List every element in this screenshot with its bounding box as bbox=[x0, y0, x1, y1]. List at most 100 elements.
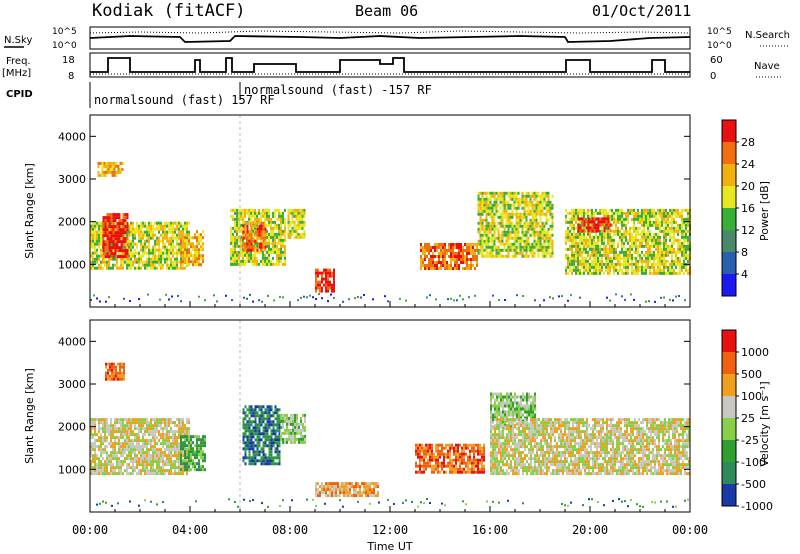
echo-cell bbox=[545, 239, 548, 243]
echo-cell bbox=[517, 233, 520, 237]
echo-cell bbox=[94, 224, 96, 228]
echo-cell bbox=[677, 211, 679, 215]
echo-cell bbox=[623, 217, 625, 221]
echo-cell bbox=[493, 224, 496, 228]
echo-cell bbox=[293, 208, 296, 212]
echo-cell bbox=[663, 235, 665, 239]
echo-cell bbox=[323, 277, 325, 281]
echo-cell bbox=[178, 418, 180, 422]
echo-cell bbox=[657, 253, 659, 257]
echo-cell bbox=[667, 253, 669, 257]
echo-cell bbox=[511, 194, 514, 198]
echo-cell bbox=[180, 424, 182, 428]
echo-cell bbox=[236, 259, 238, 263]
echo-cell bbox=[142, 418, 144, 422]
echo-cell bbox=[565, 238, 567, 242]
echo-cell bbox=[132, 251, 134, 255]
echo-cell bbox=[276, 247, 278, 251]
echo-cell bbox=[168, 298, 170, 301]
echo-cell bbox=[477, 191, 480, 195]
echo-cell bbox=[246, 297, 248, 300]
echo-cell bbox=[611, 247, 613, 251]
echo-cell bbox=[581, 223, 584, 227]
echo-cell bbox=[589, 256, 591, 260]
echo-cell bbox=[513, 200, 516, 204]
echo-cell bbox=[120, 421, 122, 425]
echo-cell bbox=[683, 232, 685, 236]
echo-cell bbox=[543, 242, 546, 246]
echo-cell bbox=[204, 456, 206, 460]
echo-cell bbox=[180, 254, 182, 258]
echo-cell bbox=[124, 225, 127, 229]
echo-cell bbox=[94, 460, 96, 464]
echo-cell bbox=[645, 262, 647, 266]
echo-cell bbox=[184, 248, 186, 252]
echo-cell bbox=[479, 227, 482, 231]
echo-cell bbox=[464, 249, 466, 252]
echo-cell bbox=[104, 448, 106, 452]
echo-cell bbox=[481, 218, 484, 222]
echo-cell bbox=[509, 224, 512, 228]
echo-cell bbox=[100, 427, 102, 431]
echo-cell bbox=[124, 260, 126, 264]
echo-cell bbox=[121, 374, 123, 378]
echo-cell bbox=[246, 242, 249, 246]
echo-cell bbox=[667, 247, 669, 251]
echo-cell bbox=[497, 227, 500, 231]
echo-cell bbox=[515, 233, 518, 237]
echo-cell bbox=[631, 253, 633, 257]
echo-cell bbox=[547, 191, 550, 195]
echo-cell bbox=[581, 235, 583, 239]
echo-cell bbox=[436, 249, 438, 252]
echo-cell bbox=[244, 242, 247, 246]
echo-cell bbox=[567, 211, 569, 215]
echo-cell bbox=[176, 445, 178, 449]
echo-cell bbox=[663, 214, 665, 218]
echo-cell bbox=[146, 445, 148, 449]
echo-cell bbox=[462, 252, 464, 255]
echo-cell bbox=[539, 200, 542, 204]
echo-cell bbox=[140, 230, 142, 234]
echo-cell bbox=[448, 255, 450, 258]
echo-cell bbox=[571, 259, 573, 263]
echo-cell bbox=[268, 250, 270, 254]
echo-cell bbox=[603, 211, 605, 215]
echo-cell bbox=[505, 206, 508, 210]
echo-cell bbox=[665, 229, 667, 233]
echo-cell bbox=[129, 300, 131, 302]
echo-cell bbox=[178, 224, 180, 228]
echo-cell bbox=[272, 232, 274, 236]
echo-cell bbox=[100, 242, 102, 246]
echo-cell bbox=[479, 239, 482, 243]
echo-cell bbox=[252, 447, 255, 451]
echo-cell bbox=[92, 460, 94, 464]
echo-cell bbox=[188, 453, 190, 457]
echo-cell bbox=[148, 451, 150, 455]
echo-cell bbox=[571, 250, 573, 254]
echo-cell bbox=[242, 441, 245, 445]
echo-cell bbox=[248, 259, 250, 263]
echo-cell bbox=[248, 462, 251, 466]
echo-cell bbox=[581, 241, 583, 245]
echo-cell bbox=[639, 232, 641, 236]
echo-cell bbox=[254, 241, 256, 245]
echo-cell bbox=[198, 239, 200, 243]
echo-cell bbox=[329, 280, 331, 284]
echo-cell bbox=[134, 257, 136, 261]
echo-cell bbox=[107, 167, 110, 171]
echo-cell bbox=[114, 472, 116, 476]
echo-cell bbox=[102, 228, 105, 232]
echo-cell bbox=[289, 223, 292, 227]
echo-cell bbox=[603, 220, 606, 224]
echo-cell bbox=[262, 441, 265, 445]
echo-cell bbox=[146, 257, 148, 261]
echo-cell bbox=[597, 253, 599, 257]
echo-cell bbox=[274, 223, 276, 227]
echo-cell bbox=[531, 251, 534, 255]
ytick-label: 1000 bbox=[58, 258, 86, 271]
echo-cell bbox=[613, 217, 615, 221]
echo-cell bbox=[190, 260, 192, 264]
echo-cell bbox=[511, 236, 514, 240]
echo-cell bbox=[587, 244, 589, 248]
echo-cell bbox=[122, 430, 124, 434]
